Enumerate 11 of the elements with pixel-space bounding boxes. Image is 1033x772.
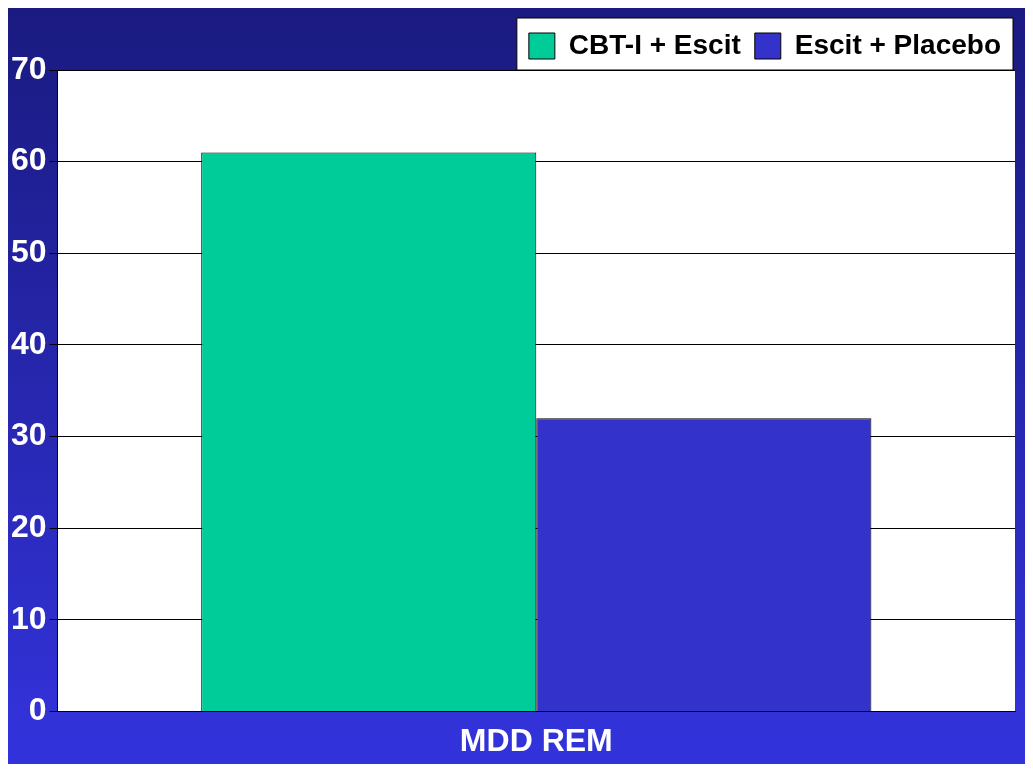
y-tick-label: 40 [11, 324, 47, 361]
y-tick-label: 60 [11, 141, 47, 178]
y-tick-label: 50 [11, 233, 47, 270]
y-tick-label: 20 [11, 508, 47, 545]
y-tick-label: 0 [28, 691, 47, 728]
legend-label: CBT-I + Escit [568, 28, 741, 60]
legend-label: Escit + Placebo [794, 28, 1002, 60]
x-tick-label: MDD REM [459, 721, 613, 758]
y-tick-label: 70 [11, 49, 47, 86]
y-tick-label: 30 [11, 416, 47, 453]
y-tick-label: 10 [11, 599, 47, 636]
